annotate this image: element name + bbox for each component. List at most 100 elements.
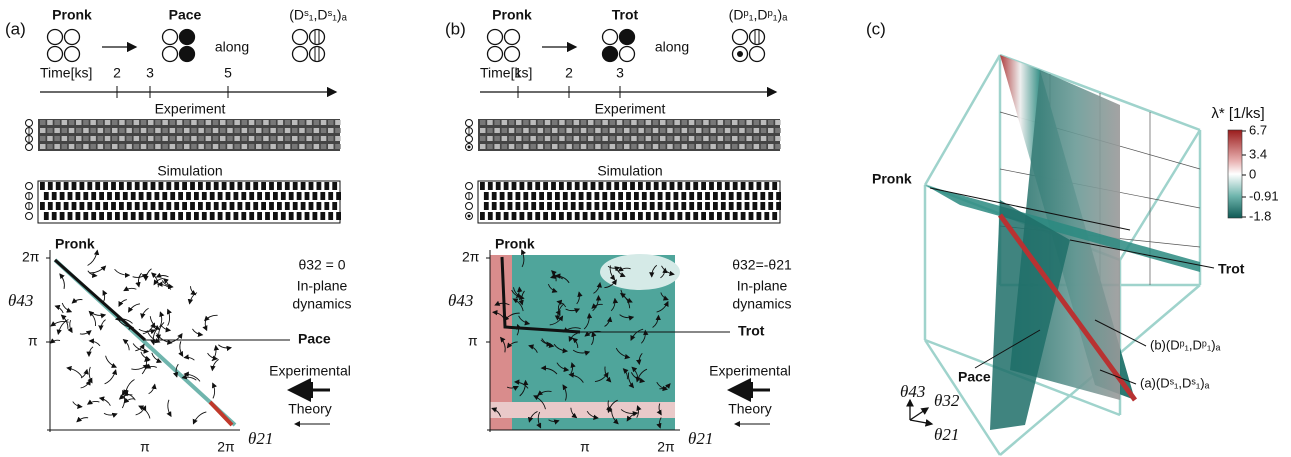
exp-cell (321, 120, 327, 125)
time-tick: 2 (113, 65, 121, 81)
sim-cell (64, 202, 69, 210)
exp-cell (494, 128, 500, 133)
stream (62, 303, 71, 312)
sim-cell (539, 192, 544, 200)
time-label: Time[ks] (40, 65, 92, 81)
exp-cell (119, 144, 125, 149)
exp-cell (674, 120, 680, 125)
exp-cell (768, 144, 774, 149)
exp-cell (494, 120, 500, 125)
exp-cell (631, 136, 637, 141)
sim-cell (230, 202, 235, 210)
sim-cell (689, 192, 694, 200)
colorbar-tick: 0 (1249, 166, 1256, 181)
exp-cell (328, 136, 334, 141)
sim-cell (733, 182, 738, 190)
sim-cell (681, 192, 686, 200)
sim-cell (484, 202, 489, 210)
foot (603, 30, 618, 45)
sim-cell (701, 212, 706, 220)
stream (190, 286, 195, 295)
sim-cell (190, 202, 195, 210)
figure: (a)PronkPacealong(Dˢ₁,Dˢ₁)ₐTime[ks]235Ex… (0, 0, 1291, 457)
exp-cell (119, 128, 125, 133)
line (925, 55, 1000, 185)
foot (293, 47, 308, 62)
sim-cell (693, 212, 698, 220)
desc: In-plane (297, 278, 348, 294)
sim-cell (83, 192, 88, 200)
sim-cell (119, 182, 124, 190)
exp-cell (696, 136, 702, 141)
exp-cell (90, 144, 96, 149)
sim-cell (725, 182, 730, 190)
sim-cell (567, 212, 572, 220)
sim-cell (162, 192, 167, 200)
sim-cell (131, 192, 136, 200)
sim-cell (143, 182, 148, 190)
exp-cell (270, 144, 276, 149)
exp-cell (270, 136, 276, 141)
exp-cell (602, 120, 608, 125)
stream (105, 370, 116, 384)
sim-cell (48, 182, 53, 190)
stream (161, 325, 171, 331)
sim-cell (520, 182, 525, 190)
sim-cell (265, 192, 270, 200)
time-label: Time[ks] (480, 65, 532, 81)
exp-cell (328, 128, 334, 133)
sim-cell (159, 182, 164, 190)
sim-cell (634, 192, 639, 200)
exp-cell (69, 144, 75, 149)
sim-cell (555, 202, 560, 210)
sim-cell (527, 212, 532, 220)
stream (81, 381, 91, 388)
stream (103, 291, 105, 302)
exp-cell (754, 136, 760, 141)
sim-cell (666, 192, 671, 200)
sim-cell (320, 192, 325, 200)
sim-cell (309, 182, 314, 190)
exp-cell (538, 120, 544, 125)
exp-cell (696, 128, 702, 133)
exp-cell (581, 136, 587, 141)
exp-cell (710, 144, 716, 149)
exp-cell (263, 144, 269, 149)
exp-cell (76, 128, 82, 133)
exp-cell (509, 144, 515, 149)
exp-cell (220, 120, 226, 125)
sim-cell (776, 192, 781, 200)
foot (180, 47, 195, 62)
time-tick: 3 (146, 65, 154, 81)
exp-cell (234, 128, 240, 133)
exp-cell (588, 128, 594, 133)
sim-cell (174, 182, 179, 190)
exp-cell (559, 136, 565, 141)
exp-cell (69, 128, 75, 133)
sim-cell (638, 212, 643, 220)
exp-cell (718, 144, 724, 149)
time-tick: 5 (224, 65, 232, 81)
exp-cell (335, 144, 341, 149)
y-tick: 2π (22, 249, 40, 265)
sim-cell (313, 212, 318, 220)
sim-cell (40, 182, 45, 190)
exp-cell (653, 144, 659, 149)
exp-cell (602, 144, 608, 149)
sim-cell (753, 202, 758, 210)
exp-cell (523, 128, 529, 133)
exp-cell (703, 136, 709, 141)
sim-cell (64, 182, 69, 190)
exp-cell (502, 144, 508, 149)
exp-cell (191, 128, 197, 133)
sim-cell (273, 212, 278, 220)
sim-cell (324, 202, 329, 210)
exp-cell (328, 120, 334, 125)
exp-cell (263, 136, 269, 141)
exp-cell (545, 144, 551, 149)
sim-cell (99, 192, 104, 200)
sim-cell (123, 192, 128, 200)
stream (72, 300, 82, 303)
exp-cell (617, 128, 623, 133)
exp-cell (761, 120, 767, 125)
